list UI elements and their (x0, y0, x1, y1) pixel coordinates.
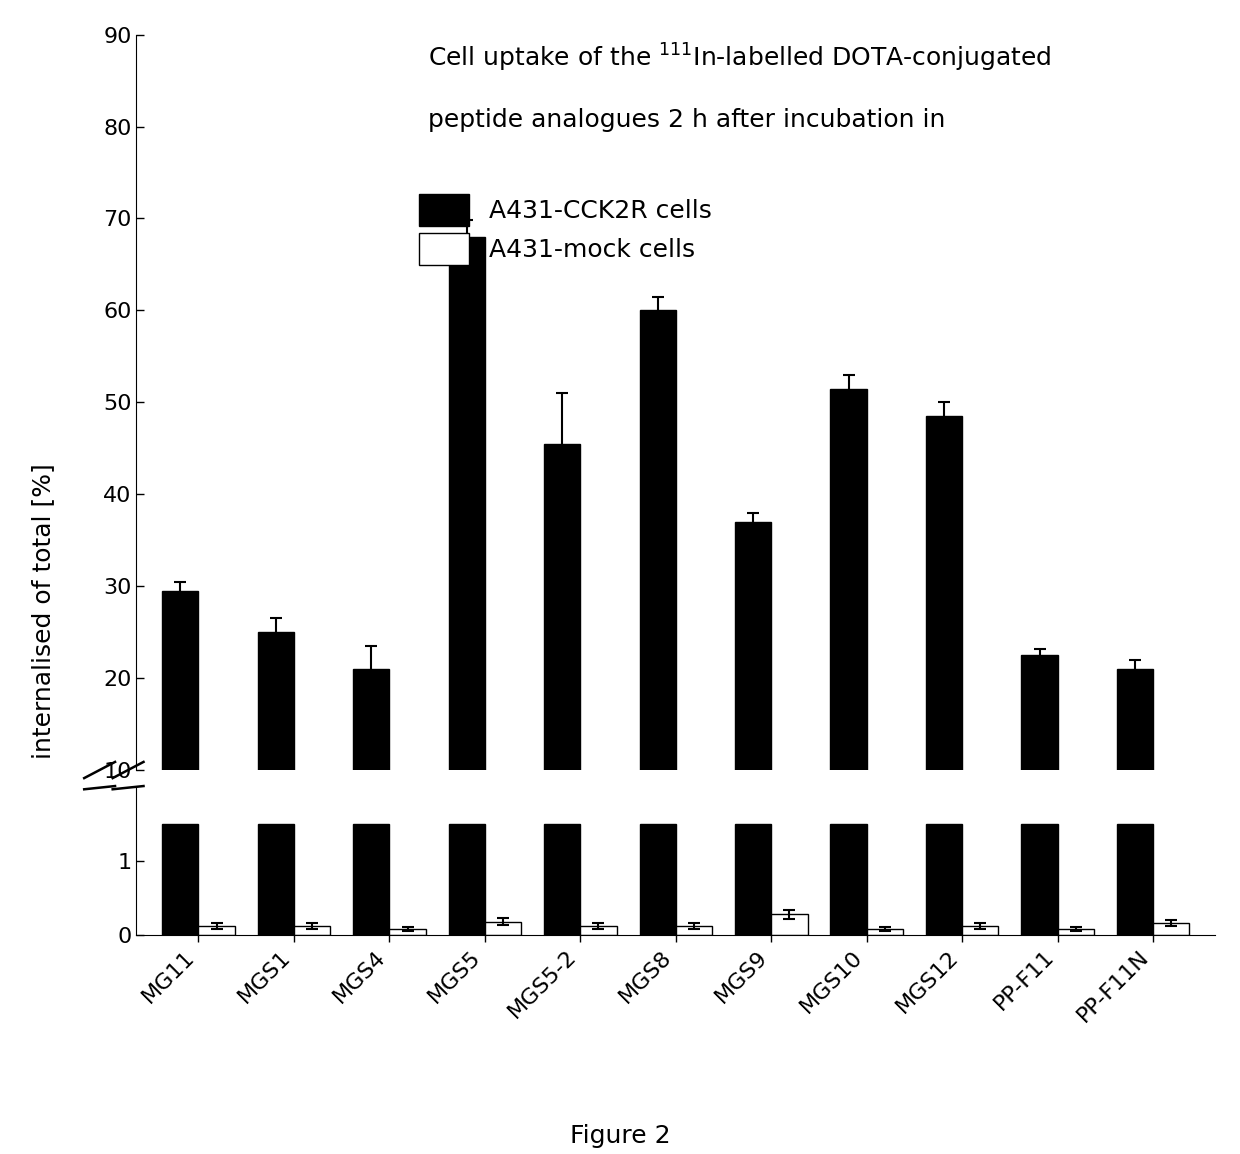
Bar (198, 926, 234, 935)
Bar (735, 824, 771, 935)
Bar (544, 824, 580, 935)
Bar (831, 389, 867, 862)
Legend: A431-CCK2R cells, A431-mock cells: A431-CCK2R cells, A431-mock cells (419, 194, 712, 264)
Bar (735, 522, 771, 862)
Bar (1022, 655, 1058, 862)
Text: Figure 2: Figure 2 (569, 1124, 671, 1148)
Bar (926, 417, 962, 862)
Bar (867, 929, 903, 935)
Bar (1117, 669, 1153, 862)
Bar (258, 632, 294, 862)
Bar (544, 443, 580, 862)
Bar (294, 926, 330, 935)
Bar (353, 824, 389, 935)
Text: internalised of total [%]: internalised of total [%] (31, 464, 56, 759)
Bar (162, 591, 198, 862)
Bar (771, 860, 807, 862)
Bar (962, 926, 998, 935)
Bar (449, 824, 485, 935)
Bar (485, 922, 521, 935)
Bar (1153, 923, 1189, 935)
Bar (640, 310, 676, 862)
Bar (1058, 929, 1094, 935)
Bar (1153, 861, 1189, 862)
Bar (640, 824, 676, 935)
Bar (258, 824, 294, 935)
Text: Cell uptake of the $^{111}$In-labelled DOTA-conjugated: Cell uptake of the $^{111}$In-labelled D… (428, 42, 1052, 74)
Bar (926, 824, 962, 935)
Bar (449, 237, 485, 862)
Bar (485, 860, 521, 862)
Bar (580, 926, 616, 935)
Bar (353, 669, 389, 862)
Bar (162, 824, 198, 935)
Bar (676, 926, 712, 935)
Text: peptide analogues 2 h after incubation in: peptide analogues 2 h after incubation i… (428, 108, 945, 133)
Bar (1117, 824, 1153, 935)
Bar (771, 914, 807, 935)
Bar (1022, 824, 1058, 935)
Bar (389, 929, 425, 935)
Bar (831, 824, 867, 935)
